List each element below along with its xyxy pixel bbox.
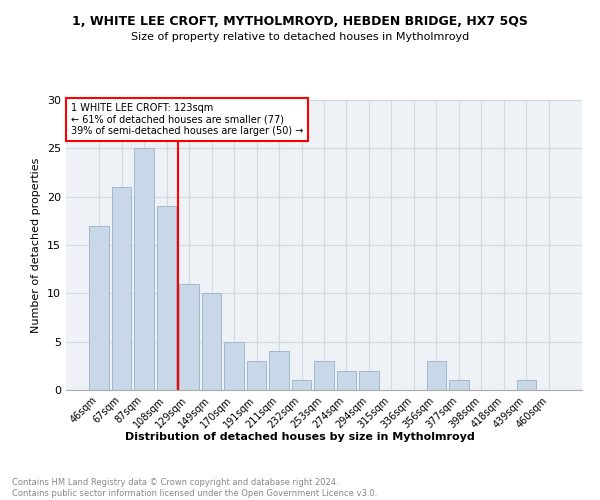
- Bar: [179, 284, 199, 390]
- Text: Contains HM Land Registry data © Crown copyright and database right 2024.
Contai: Contains HM Land Registry data © Crown c…: [12, 478, 377, 498]
- Text: Size of property relative to detached houses in Mytholmroyd: Size of property relative to detached ho…: [131, 32, 469, 42]
- Bar: [269, 352, 289, 390]
- Bar: [337, 370, 356, 390]
- Bar: [89, 226, 109, 390]
- Bar: [134, 148, 154, 390]
- Y-axis label: Number of detached properties: Number of detached properties: [31, 158, 41, 332]
- Bar: [449, 380, 469, 390]
- Bar: [202, 294, 221, 390]
- Bar: [224, 342, 244, 390]
- Text: 1 WHITE LEE CROFT: 123sqm
← 61% of detached houses are smaller (77)
39% of semi-: 1 WHITE LEE CROFT: 123sqm ← 61% of detac…: [71, 103, 304, 136]
- Bar: [427, 361, 446, 390]
- Bar: [517, 380, 536, 390]
- Text: Distribution of detached houses by size in Mytholmroyd: Distribution of detached houses by size …: [125, 432, 475, 442]
- Bar: [314, 361, 334, 390]
- Bar: [112, 187, 131, 390]
- Text: 1, WHITE LEE CROFT, MYTHOLMROYD, HEBDEN BRIDGE, HX7 5QS: 1, WHITE LEE CROFT, MYTHOLMROYD, HEBDEN …: [72, 15, 528, 28]
- Bar: [292, 380, 311, 390]
- Bar: [359, 370, 379, 390]
- Bar: [157, 206, 176, 390]
- Bar: [247, 361, 266, 390]
